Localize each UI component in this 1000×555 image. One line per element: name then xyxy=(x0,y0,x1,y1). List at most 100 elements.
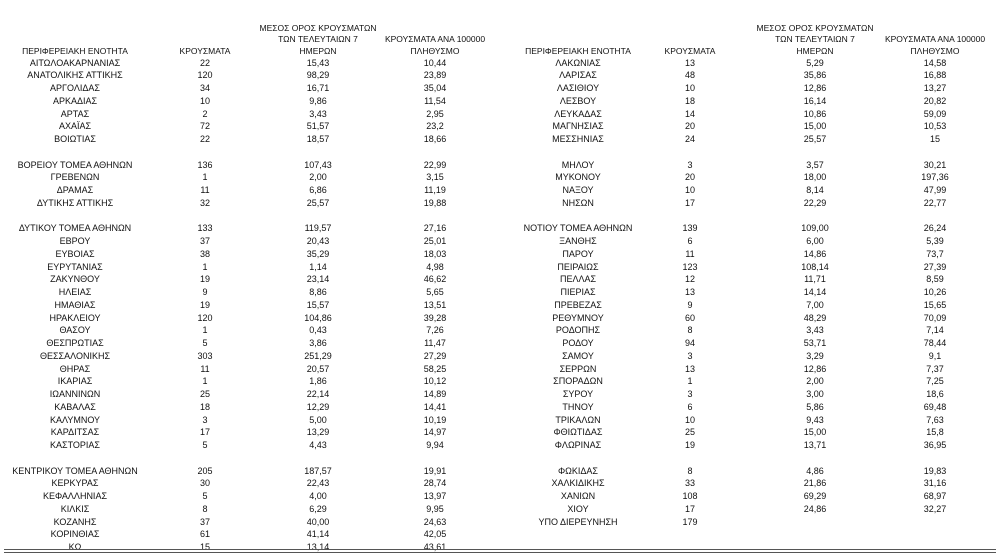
region-name: ΡΟΔΟΥ xyxy=(562,338,594,348)
cases: 60 xyxy=(684,312,696,323)
cases: 10 xyxy=(684,185,696,195)
cases: 1 xyxy=(202,261,208,272)
cases-per-100k: 5,65 xyxy=(426,287,444,297)
seven-day-average: 3,57 xyxy=(806,159,824,170)
seven-day-average: 5,86 xyxy=(806,401,824,412)
column-header: ΤΩΝ ΤΕΛΕΥΤΑΙΩΝ 7 xyxy=(775,34,855,44)
cases: 72 xyxy=(199,121,211,132)
region-name: ΠΕΛΛΑΣ xyxy=(559,274,597,285)
seven-day-average: 13,14 xyxy=(306,542,330,552)
cases: 19 xyxy=(684,440,696,450)
cases: 25 xyxy=(684,427,696,438)
cases-per-100k: 18,66 xyxy=(423,134,447,144)
cases-per-100k: 25,01 xyxy=(423,236,447,246)
cases: 18 xyxy=(199,401,211,412)
seven-day-average: 7,00 xyxy=(806,299,824,310)
cases: 17 xyxy=(684,197,696,208)
cases-per-100k: 19,91 xyxy=(423,465,447,476)
region-name: ΝΗΣΩΝ xyxy=(562,197,594,208)
cases: 3 xyxy=(687,159,693,170)
cases: 1 xyxy=(202,376,208,387)
cases: 136 xyxy=(197,159,213,170)
column-header: ΗΜΕΡΩΝ xyxy=(299,45,337,56)
seven-day-average: 12,86 xyxy=(803,83,827,93)
cases: 61 xyxy=(199,529,211,540)
cases: 15 xyxy=(199,542,211,552)
seven-day-average: 69,29 xyxy=(803,491,827,501)
cases: 12 xyxy=(684,274,696,285)
cases-per-100k: 14,89 xyxy=(423,389,447,399)
cases-per-100k: 13,97 xyxy=(423,491,447,501)
region-name: ΜΗΛΟΥ xyxy=(561,159,595,170)
seven-day-average: 119,57 xyxy=(304,223,332,234)
cases-per-100k: 14,41 xyxy=(423,401,447,412)
cases-per-100k: 11,19 xyxy=(424,185,446,195)
seven-day-average: 16,71 xyxy=(306,83,330,93)
cases: 5 xyxy=(202,440,208,450)
region-name: ΗΛΕΙΑΣ xyxy=(58,287,92,297)
seven-day-average: 25,57 xyxy=(306,197,330,208)
cases-per-100k: 10,19 xyxy=(423,414,447,425)
cases: 9 xyxy=(202,287,208,297)
cases-per-100k: 42,05 xyxy=(423,529,447,540)
seven-day-average: 15,00 xyxy=(803,121,827,132)
seven-day-average: 9,86 xyxy=(309,95,327,106)
seven-day-average: 5,29 xyxy=(806,57,824,68)
cases-per-100k: 15 xyxy=(929,134,941,144)
cases-per-100k: 20,82 xyxy=(923,95,947,106)
region-name: ΒΟΡΕΙΟΥ ΤΟΜΕΑ ΑΘΗΝΩΝ xyxy=(17,159,133,170)
cases: 6 xyxy=(687,236,693,246)
cases: 303 xyxy=(197,350,213,361)
region-name: ΑΙΤΩΛΟΑΚΑΡΝΑΝΙΑΣ xyxy=(29,57,121,68)
cases: 17 xyxy=(199,427,211,438)
cases: 3 xyxy=(687,350,693,361)
cases-per-100k: 18,6 xyxy=(926,389,944,399)
seven-day-average: 3,00 xyxy=(806,389,824,399)
seven-day-average: 51,57 xyxy=(306,121,330,132)
cases-per-100k: 27,29 xyxy=(423,350,447,361)
region-name: ΣΕΡΡΩΝ xyxy=(559,363,597,374)
region-name: ΚΕΡΚΥΡΑΣ xyxy=(51,478,99,489)
cases-per-100k: 11,47 xyxy=(424,338,446,348)
seven-day-average: 3,43 xyxy=(309,108,327,119)
region-name: ΡΕΘΥΜΝΟΥ xyxy=(552,312,604,323)
seven-day-average: 251,29 xyxy=(304,350,332,361)
column-header: ΜΕΣΟΣ ΟΡΟΣ ΚΡΟΥΣΜΑΤΩΝ xyxy=(259,22,377,33)
seven-day-average: 4,86 xyxy=(806,465,824,476)
seven-day-average: 20,43 xyxy=(306,236,330,246)
seven-day-average: 6,86 xyxy=(309,185,327,195)
cases: 10 xyxy=(684,83,696,93)
cases-per-100k: 10,44 xyxy=(423,57,447,68)
seven-day-average: 11,71 xyxy=(804,274,826,285)
cases: 11 xyxy=(200,185,210,195)
seven-day-average: 21,86 xyxy=(803,478,827,489)
region-name: ΠΡΕΒΕΖΑΣ xyxy=(554,299,602,310)
seven-day-average: 3,86 xyxy=(309,338,327,348)
seven-day-average: 24,86 xyxy=(803,503,827,514)
cases-per-100k: 11,54 xyxy=(424,95,446,106)
seven-day-average: 35,86 xyxy=(803,70,827,81)
cases-per-100k: 14,97 xyxy=(423,427,447,438)
region-name: ΜΥΚΟΝΟΥ xyxy=(555,172,601,183)
cases: 24 xyxy=(684,134,696,144)
cases-per-100k: 30,21 xyxy=(923,159,947,170)
bottom-rule xyxy=(4,552,996,553)
region-name: ΞΑΝΘΗΣ xyxy=(559,236,597,246)
seven-day-average: 53,71 xyxy=(803,338,827,348)
region-name: ΘΕΣΠΡΩΤΙΑΣ xyxy=(46,338,104,348)
region-name: ΚΙΛΚΙΣ xyxy=(60,503,90,514)
cases: 5 xyxy=(202,491,208,501)
seven-day-average: 23,14 xyxy=(306,274,330,285)
cases: 2 xyxy=(202,108,208,119)
cases-per-100k: 36,95 xyxy=(923,440,947,450)
region-name: ΦΘΙΩΤΙΔΑΣ xyxy=(553,427,603,438)
cases-per-100k: 4,98 xyxy=(426,261,444,272)
seven-day-average: 3,43 xyxy=(806,325,824,336)
cases-per-100k: 10,53 xyxy=(923,121,947,132)
region-name: ΗΡΑΚΛΕΙΟΥ xyxy=(49,312,101,323)
cases: 18 xyxy=(684,95,696,106)
cases-per-100k: 10,26 xyxy=(923,287,947,297)
seven-day-average: 20,57 xyxy=(306,363,330,374)
cases: 120 xyxy=(197,70,213,81)
